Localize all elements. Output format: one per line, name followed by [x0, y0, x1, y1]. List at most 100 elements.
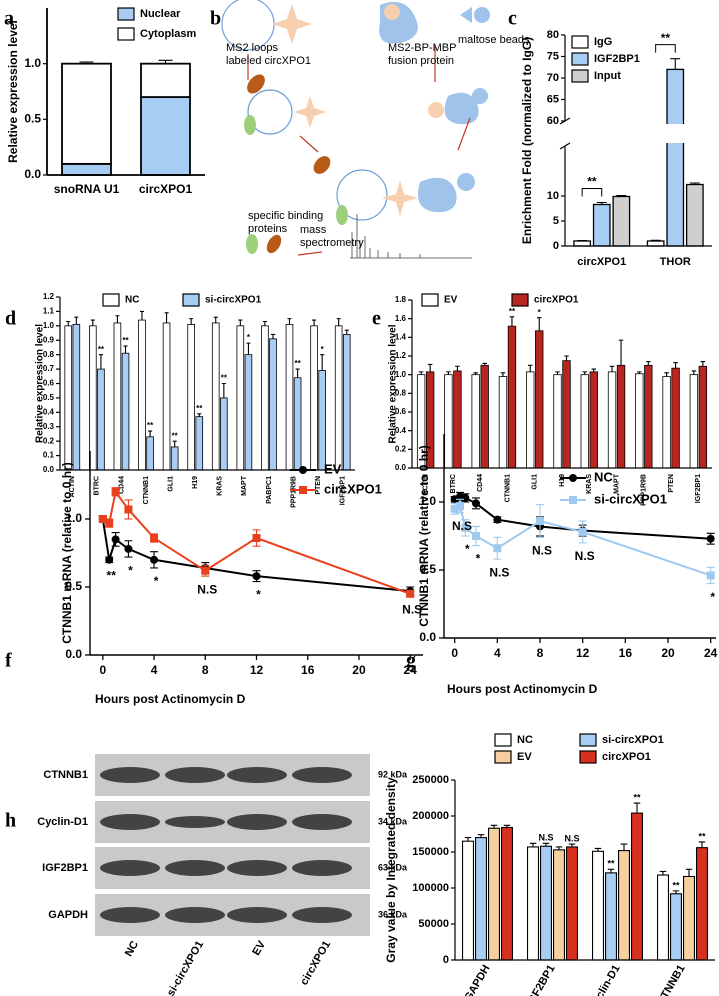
- blot-band: [292, 814, 352, 830]
- error-bar: [139, 310, 145, 321]
- x-tick-label: PTEN: [668, 474, 675, 493]
- blot-band: [227, 860, 287, 876]
- error-bar: [618, 339, 624, 366]
- data-point: [252, 572, 261, 581]
- legend-marker: [569, 474, 577, 482]
- significance-label: **: [122, 336, 129, 345]
- bar: [187, 323, 195, 471]
- y-tick-label: 100000: [412, 882, 449, 894]
- diagram-label: labeled circXPO1: [226, 55, 311, 67]
- bar: [689, 374, 699, 469]
- x-tick-label: CTNNB1: [143, 476, 150, 504]
- diagram-label: spectrometry: [300, 237, 364, 249]
- fusion-protein: [444, 92, 479, 125]
- y-tick-label: 0.1: [43, 451, 55, 460]
- spectrum: [350, 214, 472, 259]
- error-bar: [238, 319, 243, 326]
- legend-label: IgG: [594, 36, 612, 48]
- error-bar: [74, 316, 79, 325]
- legend-marker: [299, 466, 307, 474]
- bar: [612, 195, 631, 247]
- x-axis-label: Hours post Actinomycin D: [95, 692, 246, 706]
- y-tick-label: 0.8: [43, 350, 55, 359]
- x-tick-label: snoRNA U1: [54, 182, 120, 196]
- fusion-part: [428, 102, 444, 118]
- error-bar: [455, 365, 460, 371]
- x-tick-label: GLI1: [167, 476, 174, 492]
- diagram-label: proteins: [248, 223, 288, 235]
- legend-swatch: [102, 293, 120, 307]
- series-line: [102, 489, 411, 595]
- blot-band: [165, 816, 225, 828]
- y-tick-label: 0.7: [43, 364, 55, 373]
- legend-label: EV: [444, 295, 458, 306]
- error-bar: [596, 201, 607, 205]
- y-tick-label: 0.6: [43, 379, 55, 388]
- legend-label: circXPO1: [324, 481, 382, 496]
- error-bar: [98, 354, 103, 370]
- blot-band: [292, 860, 352, 876]
- significance-label: N.S: [538, 833, 553, 843]
- diagram-label: maltose beads: [458, 34, 530, 46]
- significance-label: **: [698, 831, 706, 841]
- blot-band: [292, 767, 352, 783]
- blot-band: [100, 907, 160, 923]
- panel-label: e: [372, 308, 381, 330]
- error-bar: [500, 372, 506, 377]
- error-bar: [607, 868, 615, 873]
- maltose-bead: [460, 7, 472, 23]
- x-tick-label: PTEN: [315, 476, 322, 495]
- x-tick-label: CD44: [118, 476, 125, 494]
- legend-swatch: [579, 733, 597, 747]
- y-tick-label: 0.2: [43, 436, 55, 445]
- legend-marker: [569, 496, 577, 504]
- legend-swatch: [511, 293, 529, 307]
- legend-label: circXPO1: [534, 295, 579, 306]
- y-tick-label: 5: [553, 215, 559, 227]
- legend-label: circXPO1: [602, 751, 651, 763]
- significance-label: **: [221, 374, 228, 383]
- bar: [138, 319, 146, 471]
- error-bar: [503, 824, 511, 828]
- protein: [266, 234, 282, 254]
- significance-label: *: [710, 590, 715, 604]
- error-bar: [670, 58, 681, 70]
- data-point: [472, 532, 480, 540]
- legend-swatch: [571, 69, 589, 83]
- error-bar: [66, 320, 71, 326]
- diagram-label: MS2 loops: [226, 42, 278, 54]
- y-tick-label: 200000: [412, 810, 449, 822]
- blot-lane-label: si-circXPO1: [165, 939, 206, 996]
- y-axis-label: Enrichment Fold (normalized to IgG): [520, 37, 534, 244]
- x-tick-label: PABPC1: [266, 476, 273, 504]
- x-tick-label: 24: [704, 646, 718, 660]
- blot-lane-label: circXPO1: [298, 939, 333, 987]
- error-bar: [490, 824, 498, 829]
- significance-label: N.S: [575, 549, 595, 563]
- blot-lane-label: EV: [250, 938, 268, 957]
- blot-band: [227, 907, 287, 923]
- x-tick-label: Cyclin-D1: [587, 963, 623, 996]
- blot-band: [100, 860, 160, 876]
- error-bar: [262, 320, 267, 326]
- y-tick-label: 1.2: [43, 292, 55, 301]
- protein: [336, 205, 348, 225]
- bar: [526, 846, 540, 961]
- error-bar: [536, 317, 542, 331]
- legend-label: si-circXPO1: [602, 734, 664, 746]
- y-tick-label: 1.0: [43, 321, 55, 330]
- bar: [113, 322, 122, 471]
- x-tick-label: H19: [192, 476, 199, 489]
- y-tick-label: 1.1: [43, 307, 55, 316]
- bar: [591, 850, 605, 961]
- legend-swatch: [494, 750, 512, 764]
- bar: [211, 322, 220, 471]
- error-bar: [148, 430, 153, 437]
- bar-segment: [61, 162, 112, 176]
- error-bar: [189, 318, 194, 325]
- bar: [656, 874, 670, 961]
- legend-label: EV: [517, 751, 532, 763]
- x-tick-label: KRAS: [217, 476, 224, 496]
- y-tick-label: 0.6: [395, 407, 407, 416]
